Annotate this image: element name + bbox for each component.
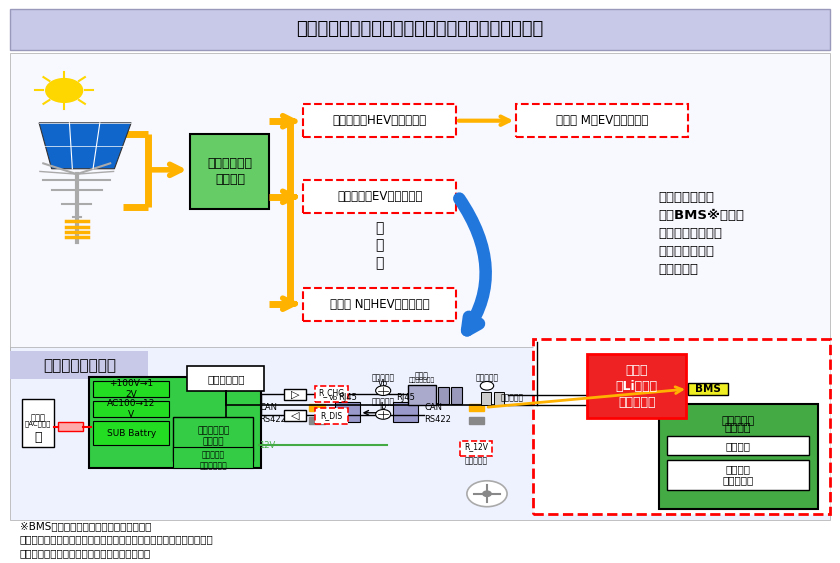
Text: 蓄電池１（HEV）ユニット: 蓄電池１（HEV）ユニット [333,114,427,127]
Text: 12V: 12V [260,441,276,450]
Text: 電源管理: 電源管理 [726,464,751,475]
Text: 蓄電池管理
外部回路制御: 蓄電池管理 外部回路制御 [199,450,227,470]
Text: CAN: CAN [424,403,442,412]
Text: R_DIS: R_DIS [320,411,343,420]
Text: （電源入出力）: （電源入出力） [408,378,435,383]
Bar [23,399,54,447]
Text: 中古車から蓄電
池・BMS※・配線
をそのまま抽出し
て使用（リユー
ス）する。: 中古車から蓄電 池・BMS※・配線 をそのまま抽出し て使用（リユー ス）する。 [659,191,744,276]
Bar [481,392,491,405]
Polygon shape [39,123,131,169]
Bar [285,410,306,421]
Text: 蓄電池 M（EV）ユニット: 蓄電池 M（EV）ユニット [556,114,648,127]
Bar [10,347,830,520]
Text: 電圧センサ: 電圧センサ [371,374,395,383]
Bar [93,381,169,397]
Circle shape [375,409,391,419]
Text: BMS: BMS [695,384,721,394]
Bar [408,385,436,405]
Bar [187,367,265,391]
Bar [173,448,253,468]
Text: システム制御
ユニット: システム制御 ユニット [197,426,229,446]
Bar [302,288,456,321]
Bar [451,387,462,404]
Bar [285,389,306,400]
Text: 蓄電池
（Li電池）
モジュール: 蓄電池 （Li電池） モジュール [616,364,658,409]
Bar [659,404,817,509]
Text: 端子台: 端子台 [415,371,428,380]
Text: 蓄電池制御: 蓄電池制御 [722,417,754,426]
Bar [667,461,809,490]
Bar [302,104,456,137]
Text: RJ45: RJ45 [338,393,357,402]
Bar [314,386,348,402]
Text: ・
・
・: ・ ・ ・ [375,221,384,270]
Bar [309,404,324,411]
Text: システム制御
ユニット: システム制御 ユニット [207,157,253,186]
Bar [460,441,492,456]
Text: 電源ユニット: 電源ユニット [207,374,244,384]
Bar [517,104,688,137]
Text: R_12V: R_12V [464,443,488,452]
Text: Vb: Vb [329,395,339,401]
Text: ユニット: ユニット [725,423,752,433]
Text: Vb: Vb [378,378,388,387]
Text: 電流センサ: 電流センサ [371,397,395,406]
Bar [587,355,686,418]
Bar [667,436,809,455]
Bar [10,10,830,50]
Text: RJ45: RJ45 [396,393,415,402]
Bar [190,133,270,209]
Text: センサ管理: センサ管理 [722,475,753,485]
Text: RS422: RS422 [424,415,451,425]
Bar [89,377,261,468]
Bar [10,53,830,350]
Text: ◁: ◁ [291,410,300,421]
Bar [93,421,169,445]
Bar [314,408,348,423]
Circle shape [467,481,507,507]
Bar [309,417,324,424]
Bar [438,387,449,404]
Text: 温度管理: 温度管理 [726,441,751,451]
Circle shape [483,491,491,497]
Text: 蓄電池２（EV）ユニット: 蓄電池２（EV）ユニット [337,190,423,203]
Text: SUB Battry: SUB Battry [107,429,155,438]
Text: R_CHG: R_CHG [318,388,344,397]
Text: RS422: RS422 [260,415,286,425]
Text: （AC入力）: （AC入力） [25,421,51,427]
Text: 温度センサ: 温度センサ [465,457,488,466]
Text: ▷: ▷ [291,390,300,399]
Circle shape [480,382,494,390]
Bar [302,180,456,213]
Bar [688,382,728,395]
Circle shape [375,386,391,395]
Bar [494,392,504,405]
Bar [533,339,830,514]
Text: 電圧センサ: 電圧センサ [501,394,523,403]
Bar [469,417,484,424]
Text: ※BMS＝バッテリーマネジメントシステム
リチウムイオン電池の各セルの電圧やモジュール温度などを測定し、
リチウムイオン電池を監視・制御（保護）する: ※BMS＝バッテリーマネジメントシステム リチウムイオン電池の各セルの電圧やモジ… [20,521,213,558]
Bar [469,404,484,411]
Bar [393,402,418,422]
Text: システムの配線図: システムの配線図 [43,358,116,373]
Text: Ib: Ib [380,403,386,412]
Circle shape [45,79,82,102]
Text: 端子台: 端子台 [31,414,45,423]
Text: CAN: CAN [260,403,277,412]
Bar [334,402,360,422]
Text: 電流センサ: 電流センサ [475,374,499,383]
Bar [93,401,169,417]
Bar [58,422,83,431]
Bar [173,417,253,461]
Text: ～: ～ [34,431,42,444]
Text: AC100→12
V: AC100→12 V [107,399,155,419]
Text: 蓄電池 N（HEV）ユニット: 蓄電池 N（HEV）ユニット [330,298,429,311]
Text: +100V→1
2V: +100V→1 2V [109,379,153,399]
Text: リレー端子と蓄電池モジュールを含むシステム概要: リレー端子と蓄電池モジュールを含むシステム概要 [297,20,543,38]
Bar [10,351,148,379]
